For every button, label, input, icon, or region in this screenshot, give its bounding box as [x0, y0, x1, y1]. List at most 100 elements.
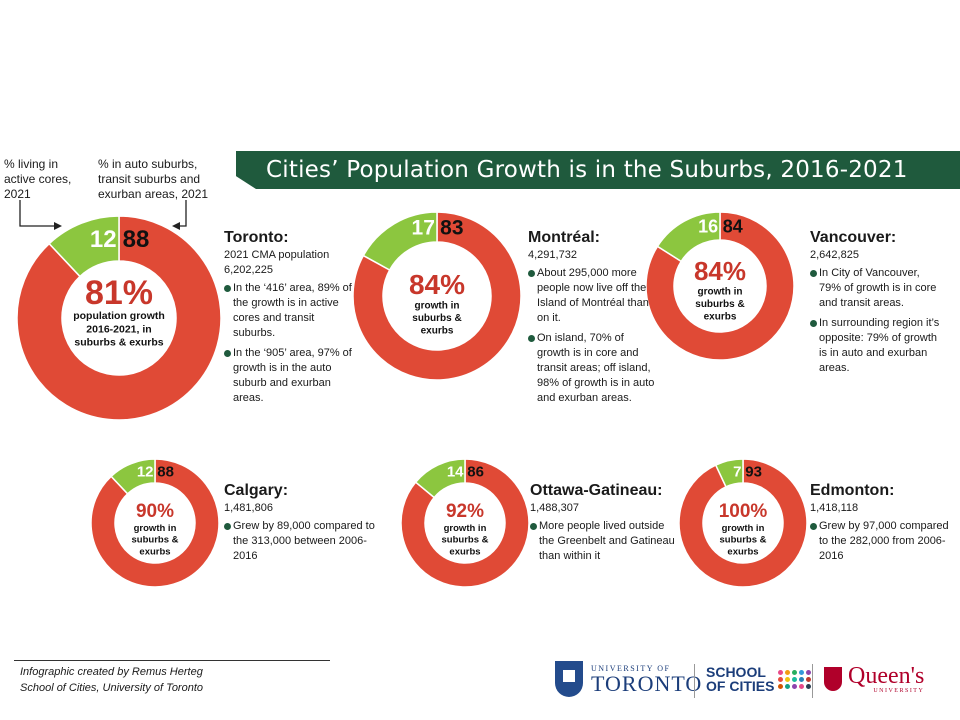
slice-core [714, 458, 744, 488]
legend-arrow-core [19, 200, 56, 227]
soc-dot [806, 669, 812, 675]
slice-suburb [16, 215, 222, 421]
title-banner: Cities’ Population Growth is in the Subu… [236, 151, 960, 189]
city-bullet: In the ‘905’ area, 97% of growth is in t… [224, 346, 352, 406]
growth-label-line: growth in [134, 523, 177, 534]
slice-suburb [645, 211, 795, 361]
city-population: 4,291,732 [528, 249, 577, 261]
city-name: Edmonton: [810, 482, 895, 499]
info-montreal: Montréal: 4,291,732 About 295,000 more p… [528, 228, 656, 411]
growth-label-line: suburbs & [132, 535, 179, 546]
soc-dot [778, 683, 784, 689]
legend-arrow-suburb [178, 200, 187, 227]
slice-suburb [90, 458, 220, 588]
slice-core [414, 458, 466, 499]
info-vancouver: Vancouver: 2,642,825 In City of Vancouve… [810, 228, 942, 381]
city-name: Ottawa-Gatineau: [530, 482, 663, 499]
soc-dot [792, 669, 798, 675]
credit-line-2: School of Cities, University of Toronto [20, 682, 204, 694]
suburb-value-label: 93 [745, 463, 762, 480]
legend-arrowhead-suburb [172, 222, 180, 230]
city-bullet: About 295,000 more people now live off t… [528, 266, 656, 326]
suburb-value-label: 88 [123, 226, 150, 253]
city-name: Montréal: [528, 229, 600, 246]
core-value-label: 12 [137, 463, 154, 480]
growth-label-line: suburbs & [442, 535, 489, 546]
uoft-logo-small: UNIVERSITY OF [591, 663, 671, 673]
soc-dot [799, 676, 805, 682]
soc-dot [785, 676, 791, 682]
uoft-logo: UNIVERSITY OF TORONTO [555, 656, 702, 702]
city-bullet: Grew by 89,000 compared to the 313,000 b… [224, 519, 384, 564]
soc-line-1: SCHOOL [706, 664, 766, 680]
city-name: Toronto: [224, 229, 289, 246]
soc-dot [792, 676, 798, 682]
school-of-cities-logo: SCHOOL OF CITIES [706, 656, 812, 702]
info-toronto: Toronto: 2021 CMA population 6,202,225 I… [224, 228, 352, 411]
soc-dot [778, 669, 784, 675]
suburb-value-label: 84 [723, 216, 743, 236]
queens-logo-big: Queen's [848, 663, 925, 689]
growth-label-line: exurbs [727, 547, 758, 558]
uoft-crest-icon [555, 661, 583, 697]
soc-dot [792, 683, 798, 689]
slice-core [48, 215, 120, 278]
footer-divider [14, 660, 330, 661]
core-value-label: 7 [733, 463, 741, 480]
logo-divider [812, 664, 813, 698]
slice-suburb [400, 458, 530, 588]
logo-divider [694, 664, 695, 698]
core-value-label: 12 [90, 226, 117, 253]
city-bullet: In the ‘416’ area, 89% of the growth is … [224, 281, 352, 341]
soc-dot [778, 676, 784, 682]
legend-core-note: % living in active cores, 2021 [4, 157, 72, 201]
soc-dot [785, 683, 791, 689]
growth-label-line: suburbs & [412, 313, 461, 324]
city-population: 2021 CMA population 6,202,225 [224, 249, 330, 276]
city-name: Vancouver: [810, 229, 897, 246]
soc-dots-icon [778, 669, 812, 689]
footer-credit: Infographic created by Remus Herteg Scho… [20, 664, 203, 696]
slice-suburb [678, 458, 808, 588]
city-bullet: Grew by 97,000 compared to the 282,000 f… [810, 519, 958, 564]
growth-percent: 92% [446, 501, 484, 522]
city-bullet: On island, 70% of growth is in core and … [528, 331, 656, 406]
growth-label-line: exurbs [139, 547, 170, 558]
legend-suburb-note: % in auto suburbs, transit suburbs and e… [98, 157, 209, 201]
slice-core [110, 458, 156, 495]
city-bullet: More people lived outside the Greenbelt … [530, 519, 682, 564]
growth-label-line: suburbs & [720, 535, 767, 546]
growth-label-line: growth in [722, 523, 765, 534]
city-name: Calgary: [224, 482, 289, 499]
growth-label-line: suburbs & exurbs [74, 336, 163, 348]
legend-arrowhead-core [54, 222, 62, 230]
city-population: 1,488,307 [530, 502, 579, 514]
growth-label-line: growth in [415, 301, 460, 312]
uoft-logo-big: TORONTO [591, 670, 703, 696]
page-title: Cities’ Population Growth is in the Subu… [266, 157, 908, 183]
suburb-value-label: 88 [157, 463, 174, 480]
info-ottawa-gatineau: Ottawa-Gatineau: 1,488,307 More people l… [530, 481, 682, 569]
growth-label-line: suburbs & [695, 299, 744, 310]
soc-dot [785, 669, 791, 675]
soc-line-2: OF CITIES [706, 678, 775, 694]
growth-label-line: exurbs [421, 326, 454, 337]
suburb-value-label: 86 [467, 463, 484, 480]
growth-percent: 81% [85, 274, 153, 312]
growth-percent: 90% [136, 501, 174, 522]
soc-dot [799, 669, 805, 675]
credit-line-1: Infographic created by Remus Herteg [20, 666, 203, 678]
growth-percent: 84% [694, 256, 746, 286]
city-population: 1,481,806 [224, 502, 273, 514]
info-edmonton: Edmonton: 1,418,118 Grew by 97,000 compa… [810, 481, 958, 569]
growth-label-line: exurbs [704, 312, 737, 323]
growth-label-line: 2016-2021, in [86, 323, 151, 335]
core-value-label: 16 [698, 216, 718, 236]
soc-dot [806, 676, 812, 682]
